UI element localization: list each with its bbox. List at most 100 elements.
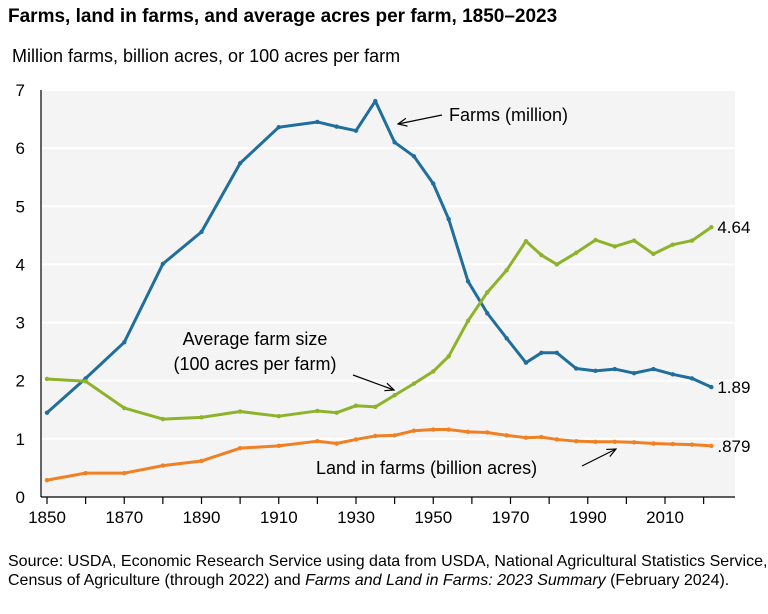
data-point: [83, 379, 88, 384]
data-point: [573, 250, 579, 255]
data-point: [631, 440, 637, 445]
data-point: [334, 124, 339, 129]
data-point: [160, 261, 166, 267]
data-point: [523, 435, 529, 440]
data-point: [446, 354, 451, 359]
x-tick-label: 1910: [260, 508, 298, 527]
data-point: [373, 433, 378, 439]
data-point: [334, 410, 339, 415]
data-point: [465, 429, 471, 435]
end-label: .879: [717, 437, 750, 456]
data-point: [612, 366, 617, 372]
data-point: [593, 368, 598, 374]
data-point: [199, 229, 204, 235]
data-point: [539, 252, 544, 258]
data-point: [199, 458, 204, 464]
data-point: [392, 140, 397, 145]
data-point: [392, 393, 397, 398]
data-point: [122, 470, 127, 476]
data-point: [631, 370, 637, 376]
data-point: [689, 442, 695, 447]
data-point: [122, 340, 127, 345]
data-point: [631, 238, 637, 243]
data-point: [504, 433, 509, 438]
data-point: [689, 238, 695, 243]
data-point: [44, 376, 50, 382]
data-point: [670, 441, 675, 447]
data-point: [411, 381, 417, 386]
annotation-land: Land in farms (billion acres): [316, 458, 537, 478]
annotation-farms: Farms (million): [449, 105, 568, 125]
data-point: [554, 262, 560, 267]
data-point: [446, 216, 451, 222]
data-point: [237, 161, 243, 166]
y-tick-label: 6: [16, 139, 25, 158]
data-point: [160, 416, 166, 422]
y-tick-label: 3: [16, 314, 25, 333]
data-point: [485, 290, 490, 295]
data-point: [353, 128, 359, 133]
data-point: [612, 439, 617, 444]
x-tick-label: 1990: [569, 508, 607, 527]
data-point: [83, 470, 88, 476]
data-point: [612, 244, 617, 249]
x-tick-label: 1930: [337, 508, 375, 527]
annotation-size-1: Average farm size: [183, 329, 328, 349]
data-point: [199, 415, 204, 420]
data-point: [237, 445, 243, 451]
data-point: [392, 433, 397, 438]
data-point: [465, 279, 471, 284]
data-point: [670, 372, 675, 377]
data-point: [411, 154, 417, 159]
arrow-land: [581, 449, 616, 467]
data-point: [276, 443, 281, 449]
data-point: [539, 350, 544, 356]
y-tick-label: 2: [16, 372, 25, 391]
data-point: [689, 376, 695, 381]
data-point: [554, 437, 560, 442]
y-tick-label: 5: [16, 197, 25, 216]
data-point: [44, 410, 50, 415]
data-point: [593, 439, 598, 444]
data-point: [523, 360, 529, 365]
data-point: [353, 437, 359, 442]
data-point: [315, 408, 320, 414]
arrow-farms: [398, 114, 443, 124]
data-point: [651, 366, 656, 372]
y-tick-label: 4: [16, 255, 25, 274]
end-label: 1.89: [717, 378, 750, 397]
chart-subtitle: Million farms, billion acres, or 100 acr…: [12, 46, 401, 66]
data-point: [485, 311, 490, 316]
plot-background: [41, 90, 735, 497]
x-tick-label: 1970: [492, 508, 530, 527]
source-note: Source: USDA, Economic Research Service …: [8, 553, 768, 589]
chart-title: Farms, land in farms, and average acres …: [8, 6, 558, 27]
x-tick-label: 2010: [646, 508, 684, 527]
data-point: [276, 413, 281, 419]
data-point: [160, 463, 166, 468]
y-tick-label: 7: [16, 81, 25, 100]
data-point: [539, 434, 544, 440]
data-point: [446, 427, 451, 432]
data-point: [651, 441, 656, 446]
x-tick-label: 1950: [414, 508, 452, 527]
data-point: [485, 430, 490, 435]
x-tick-label: 1850: [28, 508, 66, 527]
data-point: [373, 98, 378, 104]
y-tick-label: 1: [16, 430, 25, 449]
data-point: [431, 181, 436, 186]
data-point: [315, 438, 320, 444]
data-point: [315, 119, 320, 125]
data-point: [411, 428, 417, 433]
data-point: [593, 237, 598, 243]
data-point: [523, 238, 529, 244]
x-tick-label: 1890: [183, 508, 221, 527]
x-tick-label: 1870: [105, 508, 143, 527]
y-tick-label: 0: [16, 488, 25, 507]
data-point: [373, 404, 378, 410]
data-point: [670, 242, 675, 247]
arrow-size: [352, 374, 394, 390]
data-point: [44, 477, 50, 483]
data-point: [554, 350, 560, 356]
data-point: [504, 268, 509, 273]
